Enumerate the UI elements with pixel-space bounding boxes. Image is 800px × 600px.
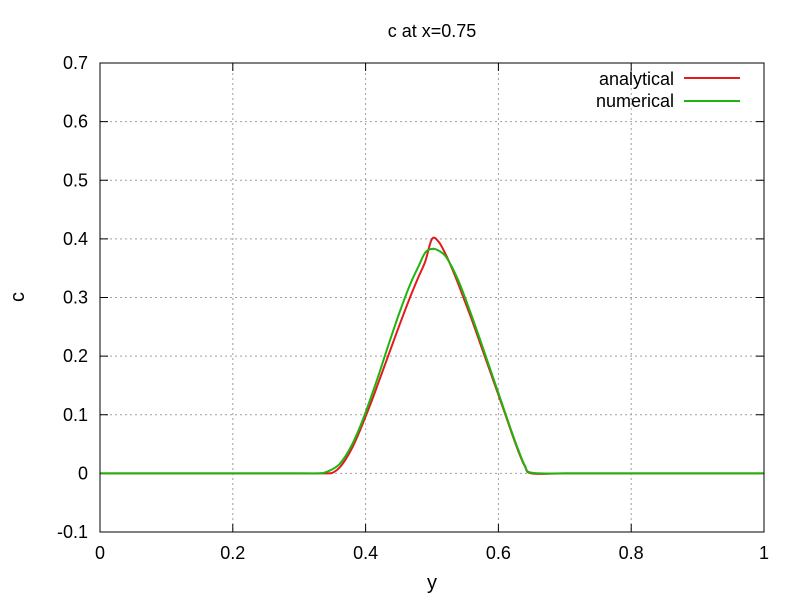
y-tick-label: 0.4 (63, 229, 88, 249)
y-tick-label: 0.6 (63, 112, 88, 132)
x-tick-label: 0.4 (353, 543, 378, 563)
x-tick-label: 0.6 (486, 543, 511, 563)
x-tick-label: 0 (95, 543, 105, 563)
chart-title: c at x=0.75 (388, 21, 477, 41)
x-tick-label: 1 (759, 543, 769, 563)
y-tick-label: 0.5 (63, 170, 88, 190)
legend-label-numerical: numerical (596, 91, 674, 111)
x-tick-label: 0.8 (619, 543, 644, 563)
legend-label-analytical: analytical (599, 69, 674, 89)
grid (100, 63, 764, 532)
plot-frame (99, 62, 765, 533)
y-tick-label: 0 (78, 463, 88, 483)
x-tick-label: 0.2 (220, 543, 245, 563)
y-tick-label: -0.1 (57, 522, 88, 542)
y-tick-label: 0.1 (63, 405, 88, 425)
y-tick-label: 0.7 (63, 53, 88, 73)
series-line-numerical (100, 247, 764, 475)
series-lines (100, 236, 764, 475)
y-tick-label: 0.3 (63, 288, 88, 308)
x-axis-label: y (427, 572, 437, 594)
y-tick-label: 0.2 (63, 346, 88, 366)
axis-ticks: 0 0.2 0.4 0.6 0.8 1 -0.1 0 0.1 0.2 0.3 0.4 0.5 0.6 0.7 (57, 53, 769, 563)
y-axis-label: c (7, 292, 29, 302)
legend: analytical numerical (596, 69, 740, 111)
